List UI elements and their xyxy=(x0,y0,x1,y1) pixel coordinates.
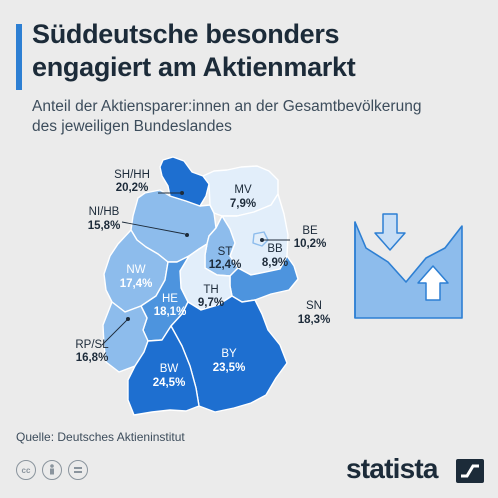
source-note: Quelle: Deutsches Aktieninstitut xyxy=(16,430,185,444)
label-by: BY xyxy=(221,348,237,360)
by-icon[interactable] xyxy=(42,460,62,480)
value-by: 23,5% xyxy=(213,362,246,374)
statista-logo-icon[interactable] xyxy=(456,459,484,483)
value-bb: 8,9% xyxy=(262,257,288,269)
value-bw: 24,5% xyxy=(153,377,186,389)
label-bb: BB xyxy=(267,243,283,255)
label-th: TH xyxy=(203,284,218,296)
label-be: BE xyxy=(302,225,318,237)
region-sh-hh xyxy=(159,156,210,207)
label-sn: SN xyxy=(306,300,322,312)
label-bw: BW xyxy=(160,363,179,375)
chart-title: Süddeutsche besonders engagiert am Aktie… xyxy=(32,18,472,84)
value-sn: 18,3% xyxy=(298,314,331,326)
title-accent-bar xyxy=(16,24,22,90)
license-icons: cc xyxy=(16,460,88,480)
marker-be xyxy=(260,238,264,242)
label-sh-hh: SH/HH xyxy=(114,169,150,181)
germany-map: SH/HH 20,2% MV 7,9% NI/HB 15,8% BE 10,2%… xyxy=(75,156,463,416)
label-nw: NW xyxy=(126,264,145,276)
title-line-2: engagiert am Aktienmarkt xyxy=(32,52,356,82)
label-mv: MV xyxy=(234,184,252,196)
value-st: 12,4% xyxy=(209,259,242,271)
value-be: 10,2% xyxy=(294,238,327,250)
statista-brand[interactable]: statista xyxy=(346,453,438,484)
subtitle-line-2: des jeweiligen Bundeslandes xyxy=(32,118,232,135)
value-rp-sl: 16,8% xyxy=(76,352,109,364)
value-ni-hb: 15,8% xyxy=(88,220,121,232)
nd-icon[interactable] xyxy=(68,460,88,480)
value-th: 9,7% xyxy=(198,297,224,309)
value-he: 18,1% xyxy=(154,306,187,318)
subtitle-line-1: Anteil der Aktiensparer:innen an der Ges… xyxy=(32,98,422,115)
marker-sl xyxy=(126,317,130,321)
chart-arrows-icon xyxy=(354,213,463,319)
marker-hb xyxy=(185,233,189,237)
title-line-1: Süddeutsche besonders xyxy=(32,19,340,49)
cc-icon[interactable]: cc xyxy=(16,460,36,480)
leader-ni-hb xyxy=(121,221,186,235)
label-rp-sl: RP/SL xyxy=(75,339,109,351)
marker-hh xyxy=(180,191,184,195)
region-bw xyxy=(127,325,200,416)
label-ni-hb: NI/HB xyxy=(89,206,120,218)
label-st: ST xyxy=(218,246,233,258)
value-mv: 7,9% xyxy=(230,198,256,210)
label-he: HE xyxy=(162,293,178,305)
value-sh-hh: 20,2% xyxy=(116,182,149,194)
value-nw: 17,4% xyxy=(120,278,153,290)
chart-subtitle: Anteil der Aktiensparer:innen an der Ges… xyxy=(32,97,482,137)
leader-rp-sl xyxy=(101,319,128,346)
